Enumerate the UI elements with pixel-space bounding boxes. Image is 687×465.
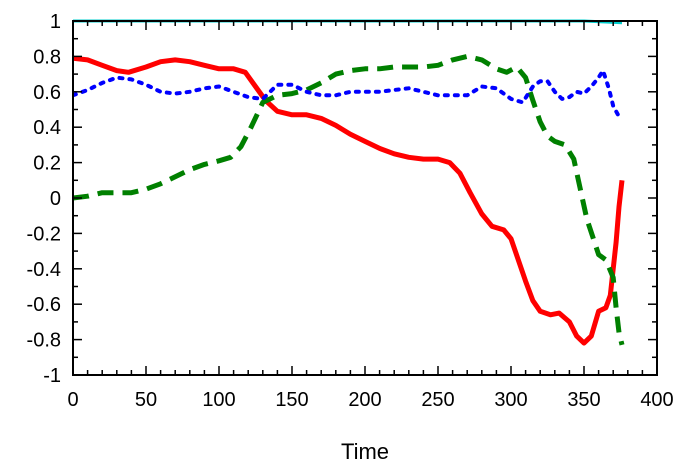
x-tick-label: 400 [640, 389, 673, 411]
y-tick-label: -0.8 [27, 330, 61, 352]
y-tick-label: 0.8 [33, 46, 61, 68]
y-tick-label: 0.6 [33, 82, 61, 104]
x-tick-label: 350 [567, 389, 600, 411]
series-line-3 [73, 68, 621, 119]
y-tick-label: -0.4 [27, 259, 61, 281]
x-tick-label: 300 [494, 389, 527, 411]
y-tick-label: 0.2 [33, 153, 61, 175]
y-tick-label: 1 [50, 11, 61, 33]
x-tick-label: 200 [348, 389, 381, 411]
x-tick-label: 150 [275, 389, 308, 411]
x-axis-title: Time [341, 439, 389, 464]
y-tick-label: -0.2 [27, 223, 61, 245]
x-tick-label: 0 [67, 389, 78, 411]
y-tick-label: -0.6 [27, 294, 61, 316]
ticks-layer [72, 20, 658, 376]
x-tick-label: 100 [202, 389, 235, 411]
series-line-1 [73, 55, 625, 346]
y-tick-label: -1 [43, 365, 61, 387]
tick-labels-layer: 0 50 100 150 200 250 300 350 400 -1 -0.8 -0.6 -0.4 -0… [27, 11, 674, 411]
series-line-2 [73, 53, 625, 346]
series-layer [73, 19, 625, 346]
y-tick-label: 0.4 [33, 117, 61, 139]
y-tick-label: 0 [50, 188, 61, 210]
x-tick-label: 250 [421, 389, 454, 411]
x-tick-label: 50 [135, 389, 157, 411]
